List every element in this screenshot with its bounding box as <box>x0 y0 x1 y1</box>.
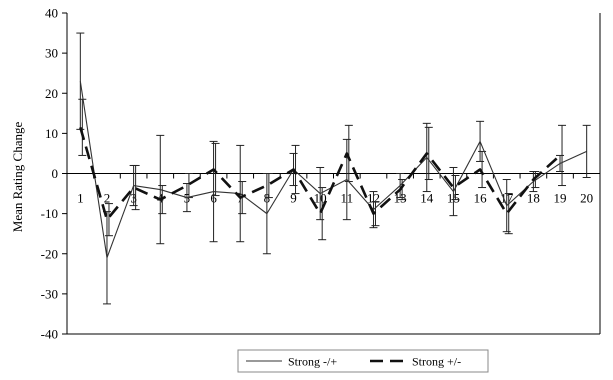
y-tick-label: -30 <box>41 286 58 301</box>
y-tick-label: -20 <box>41 246 58 261</box>
series-line-2 <box>79 126 561 221</box>
y-tick-label: 0 <box>52 166 59 181</box>
series-lines <box>79 81 587 259</box>
y-tick-labels: 40 30 20 10 0 -10 -20 -30 -40 <box>41 6 67 342</box>
y-tick-label: 10 <box>45 126 58 141</box>
y-tick-label: 40 <box>45 6 58 21</box>
y-tick-label: 20 <box>45 86 58 101</box>
x-tick-label: 20 <box>580 191 593 206</box>
x-tick-label: 18 <box>527 191 540 206</box>
legend-box <box>237 349 489 373</box>
y-tick-label: 30 <box>45 46 58 61</box>
y-tick-label: -40 <box>41 327 58 342</box>
x-tick-label: 1 <box>77 191 84 206</box>
x-tick-labels: 1234567891011121314151617181920 <box>66 173 601 206</box>
y-axis-title-group: Mean Rating Change <box>10 122 25 233</box>
x-tick-label: 16 <box>474 191 488 206</box>
x-tick-label: 9 <box>290 191 297 206</box>
y-tick-label: -10 <box>41 206 58 221</box>
x-tick-label: 14 <box>420 191 434 206</box>
legend-label: Strong +/- <box>412 355 461 369</box>
x-tick-label: 2 <box>104 191 111 206</box>
error-bars <box>76 32 591 305</box>
x-tick-label: 19 <box>554 191 567 206</box>
y-axis-title: Mean Rating Change <box>10 122 25 233</box>
legend-label: Strong -/+ <box>288 355 337 369</box>
legend: Strong -/+ Strong +/- <box>237 349 489 373</box>
